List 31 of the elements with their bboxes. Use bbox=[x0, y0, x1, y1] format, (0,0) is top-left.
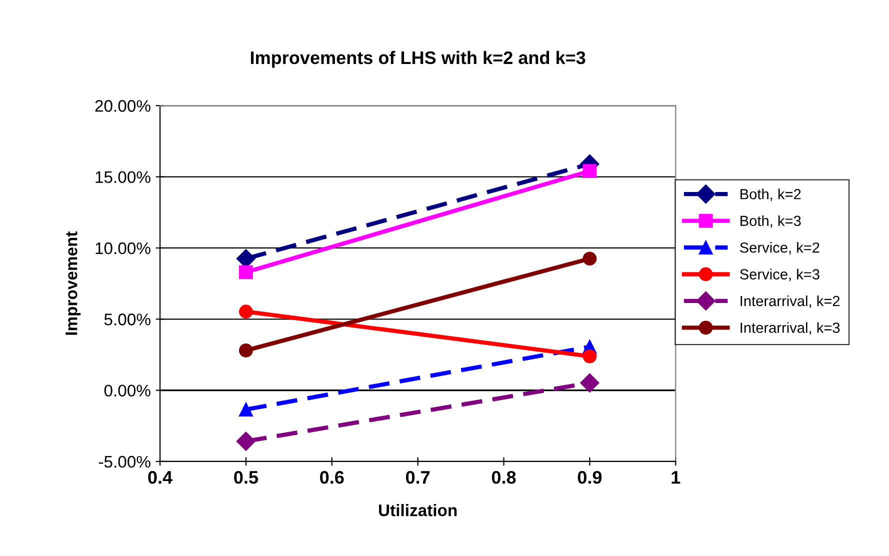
point bbox=[239, 402, 253, 416]
legend-label: Service, k=2 bbox=[740, 242, 820, 254]
point bbox=[582, 252, 597, 266]
legend-label: Service, k=3 bbox=[740, 268, 820, 282]
y-tick-label: 10.00% bbox=[96, 242, 150, 254]
y-tick-label: 0.00% bbox=[104, 384, 150, 397]
legend-label: Both, k=2 bbox=[740, 188, 801, 202]
point bbox=[582, 349, 597, 364]
point bbox=[582, 164, 597, 178]
y-tick-label: 20.00% bbox=[95, 100, 150, 112]
legend-label: Both, k=3 bbox=[740, 215, 801, 228]
x-tick-label: 0.9 bbox=[578, 470, 602, 484]
x-tick-label: 0.7 bbox=[406, 470, 430, 484]
x-tick-label: 0.5 bbox=[234, 470, 258, 484]
legend-label: Interarrival, k=2 bbox=[740, 295, 840, 308]
x-tick-label: 0.6 bbox=[320, 470, 344, 484]
point bbox=[239, 265, 253, 280]
point bbox=[239, 344, 253, 358]
legend-label: Interarrival, k=3 bbox=[740, 322, 840, 335]
point bbox=[239, 304, 253, 319]
x-axis-title: Utilization bbox=[379, 504, 457, 516]
point bbox=[236, 432, 256, 451]
y-axis-title: Improvement bbox=[66, 231, 81, 335]
y-tick-label: -5.00% bbox=[98, 456, 150, 468]
point bbox=[580, 373, 600, 392]
y-tick-label: 15.00% bbox=[96, 171, 150, 184]
x-tick-label: 0.8 bbox=[492, 470, 516, 484]
x-tick-label: 1 bbox=[672, 471, 680, 484]
y-tick-label: 5.00% bbox=[104, 314, 150, 326]
x-tick-label: 0.4 bbox=[148, 470, 172, 484]
chart-title: Improvements of LHS with k=2 and k=3 bbox=[250, 50, 586, 68]
